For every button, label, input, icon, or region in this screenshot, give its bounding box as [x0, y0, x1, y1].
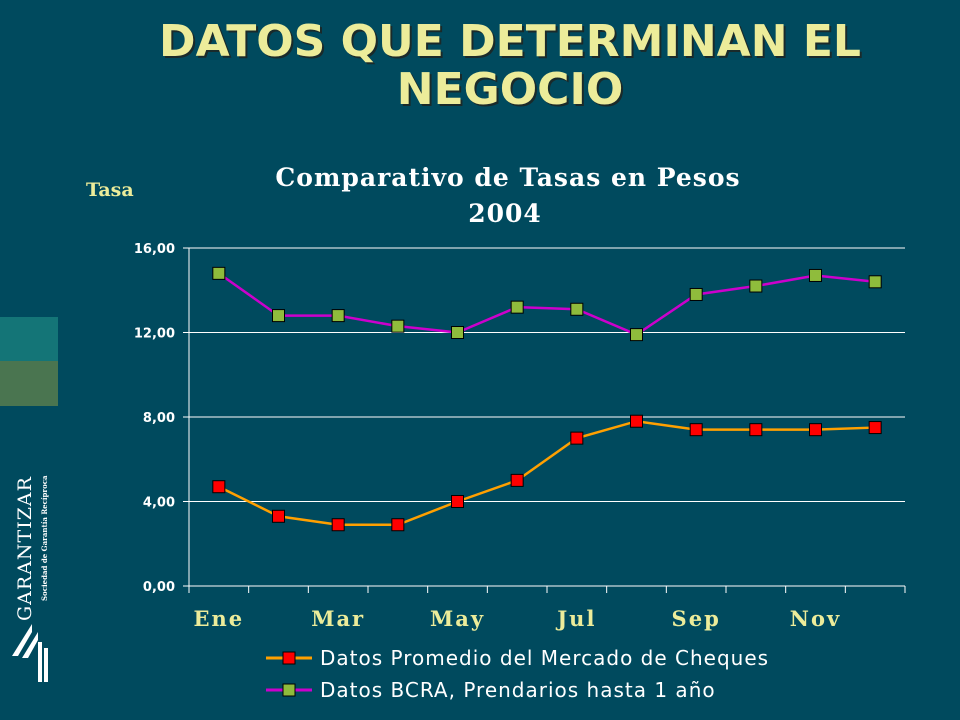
series-line-1: [218, 419, 876, 526]
legend-label-2: Datos BCRA, Prendarios hasta 1 año: [320, 678, 716, 702]
data-point-series-2: [391, 319, 405, 333]
data-point-series-1: [451, 495, 464, 508]
data-point-series-1: [630, 414, 643, 428]
chart-subtitle: 2004: [468, 199, 542, 228]
x-tick-label: Nov: [790, 606, 841, 631]
y-tick-label: 12,00: [134, 327, 175, 342]
decorative-block-green: [0, 361, 58, 406]
logo-tagline: Sociedad de Garantía Recíproca: [40, 475, 49, 601]
data-point-series-2: [868, 275, 882, 289]
x-tick-label: May: [430, 606, 485, 631]
logo-name: GARANTIZAR: [14, 476, 36, 621]
data-point-series-2: [809, 268, 822, 282]
y-tick-label: 4,00: [143, 496, 175, 511]
legend-marker-1: [282, 651, 296, 665]
data-point-series-1: [510, 473, 524, 487]
data-point-series-2: [570, 302, 584, 316]
y-tick-label: 8,00: [143, 411, 175, 426]
x-tick-label: Jul: [555, 606, 596, 631]
data-point-series-2: [749, 279, 763, 293]
x-tick-label: Ene: [194, 606, 245, 631]
data-point-series-1: [331, 518, 345, 532]
data-point-series-2: [212, 266, 226, 280]
data-point-series-2: [689, 287, 703, 301]
data-point-series-1: [570, 431, 584, 445]
logo-mark-icon: [12, 624, 32, 656]
chart-title: Comparativo de Tasas en Pesos: [275, 163, 740, 192]
garantizar-logo: GARANTIZAR Sociedad de Garantía Recíproc…: [12, 475, 49, 682]
data-point-series-2: [451, 326, 464, 339]
data-point-series-2: [331, 309, 345, 323]
x-tick-label: Sep: [672, 606, 721, 631]
data-point-series-1: [809, 423, 822, 437]
data-point-series-2: [510, 300, 524, 314]
data-point-series-1: [749, 423, 763, 437]
series-line-2: [218, 272, 876, 337]
slide-title: DATOS QUE DETERMINAN EL NEGOCIO: [159, 16, 861, 115]
legend-label-1: Datos Promedio del Mercado de Cheques: [320, 646, 769, 670]
y-tick-label: 16,00: [134, 242, 175, 257]
y-axis-label: Tasa: [86, 179, 134, 201]
data-point-series-2: [630, 328, 643, 342]
y-tick-label: 0,00: [143, 580, 175, 595]
data-point-series-1: [689, 423, 703, 437]
x-tick-label: Mar: [311, 606, 365, 631]
data-point-series-2: [272, 309, 285, 323]
decorative-block-teal: [0, 317, 58, 361]
data-point-series-1: [868, 421, 882, 435]
data-point-series-1: [272, 509, 285, 523]
data-point-series-1: [212, 480, 226, 494]
data-point-series-1: [391, 518, 405, 532]
legend-marker-2: [282, 683, 296, 697]
